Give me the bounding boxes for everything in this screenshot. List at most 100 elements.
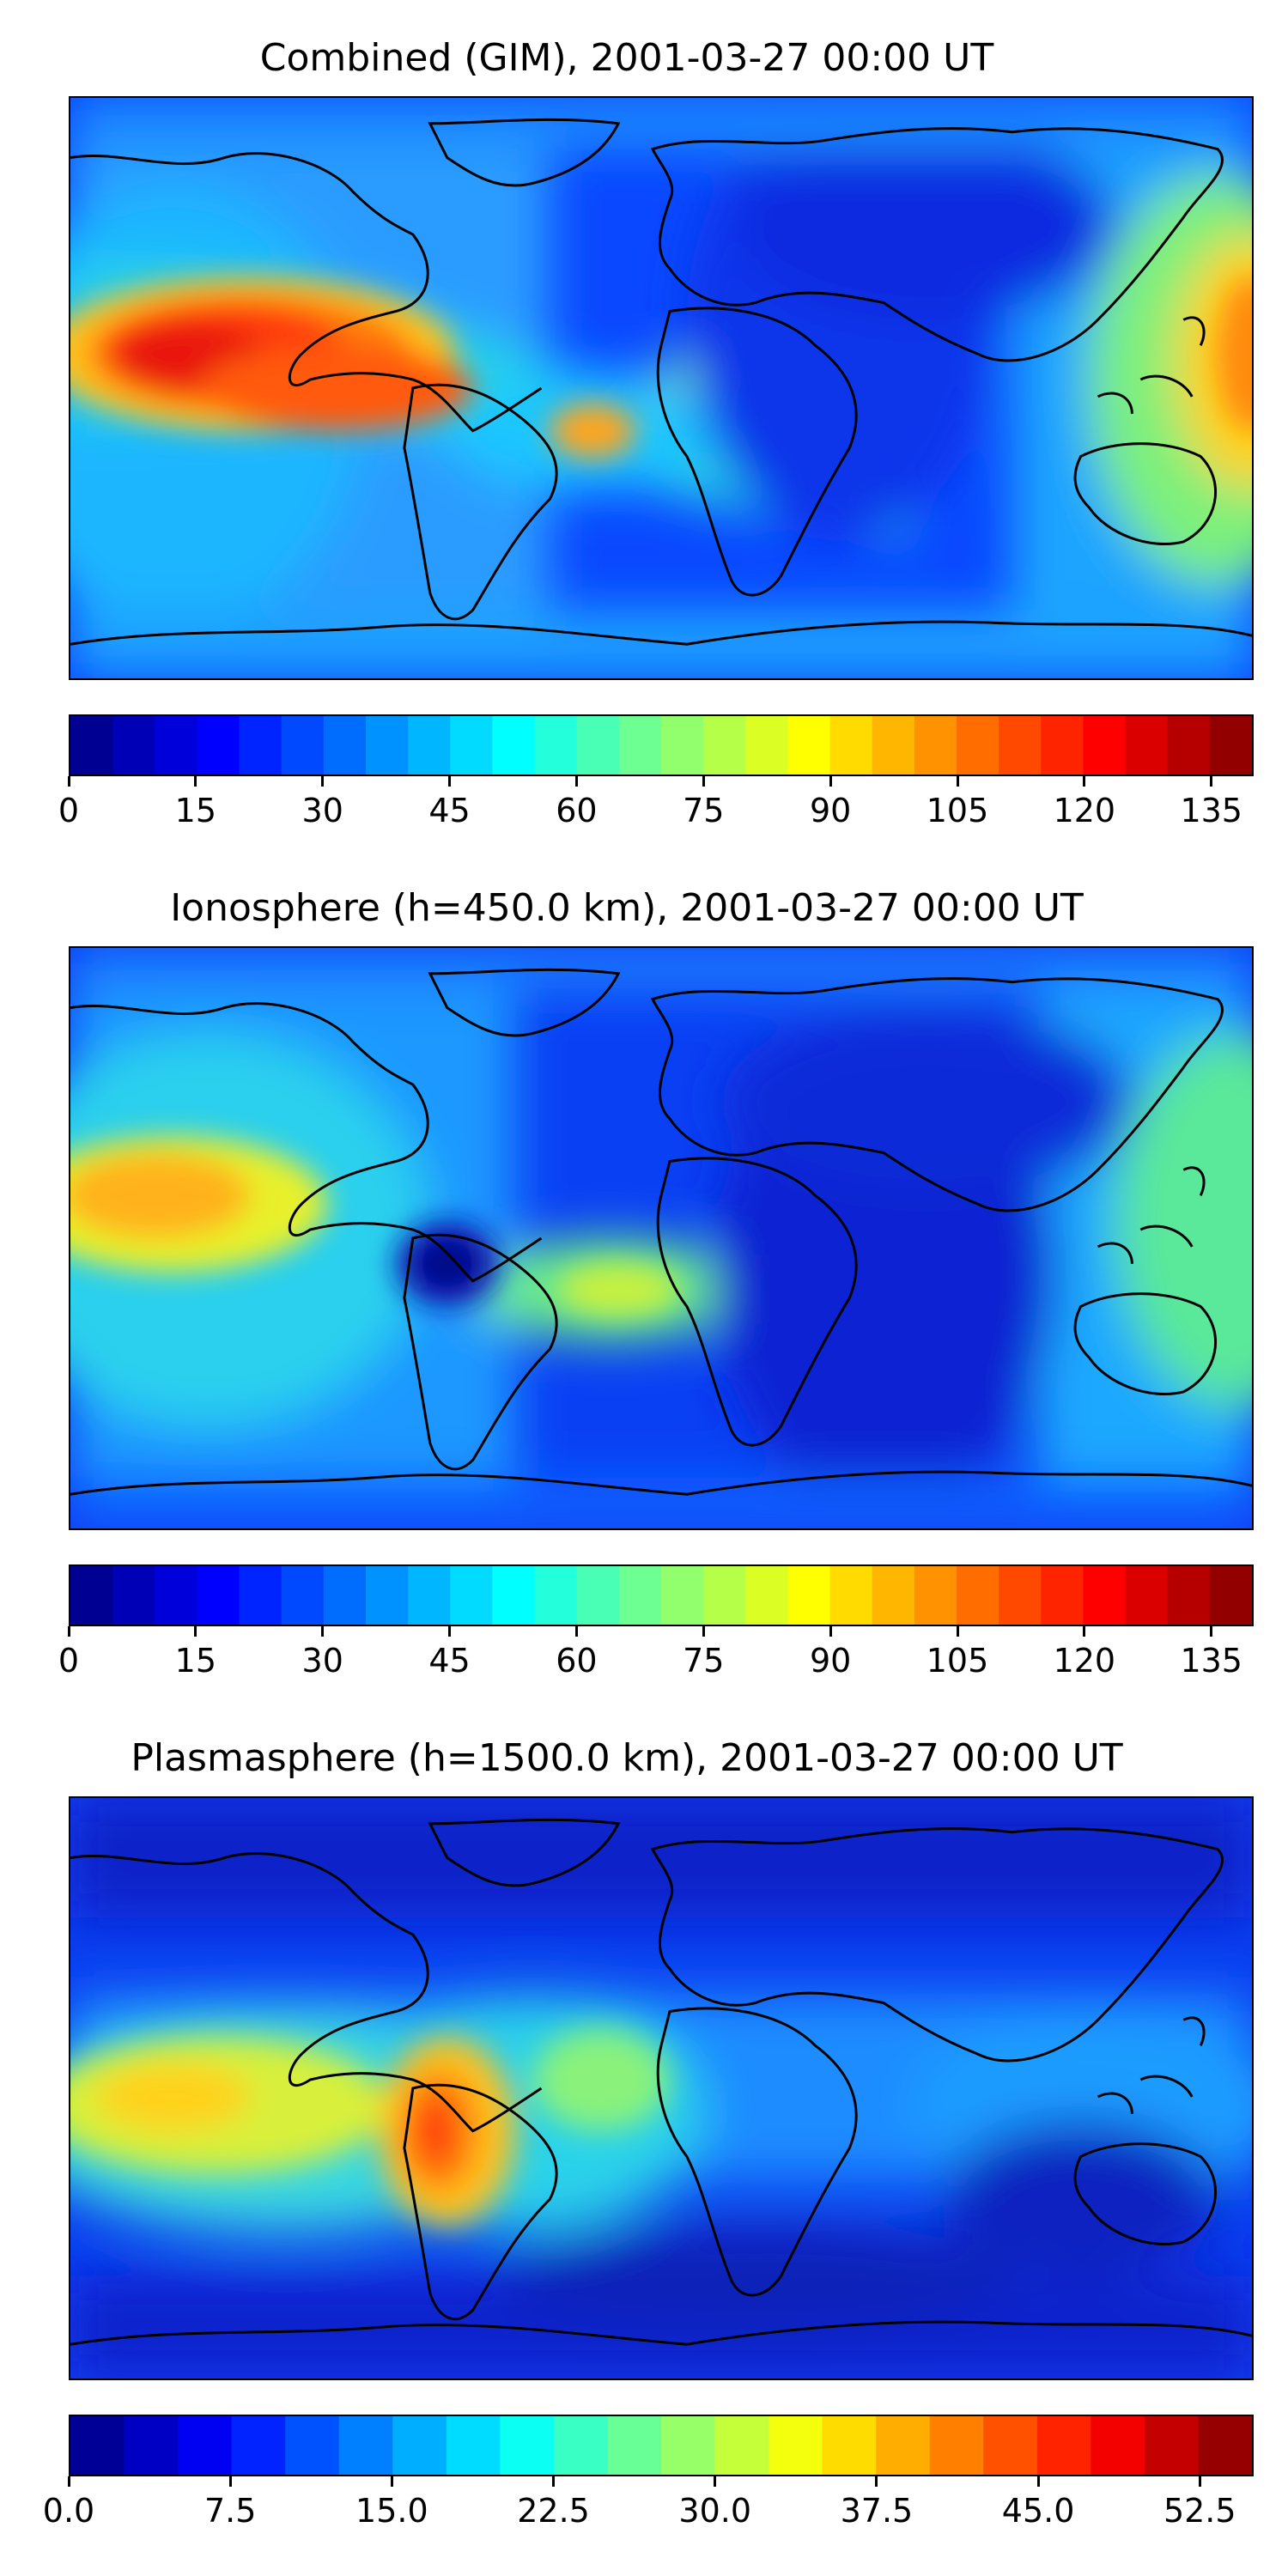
- colorbar-swatch: [70, 1566, 113, 1625]
- colorbar-swatch: [178, 2416, 233, 2475]
- colorbar-swatch: [408, 1566, 451, 1625]
- tick-label: 0: [58, 1642, 80, 1680]
- tick-mark: [390, 2476, 393, 2487]
- tick-label: 37.5: [840, 2492, 914, 2530]
- panel-title: Ionosphere (h=450.0 km), 2001-03-27 00:0…: [170, 886, 1084, 930]
- tick-label: 45: [428, 1642, 471, 1680]
- tick-mark: [956, 776, 959, 787]
- panel-title: Plasmasphere (h=1500.0 km), 2001-03-27 0…: [131, 1736, 1123, 1780]
- tick-mark: [448, 776, 452, 787]
- colorbar-swatch: [408, 716, 451, 775]
- colorbar-swatch: [534, 716, 578, 775]
- tick-label: 15.0: [355, 2492, 428, 2530]
- coastlines: [70, 968, 1252, 1496]
- colorbar-swatch: [366, 716, 409, 775]
- tick-mark: [67, 2476, 70, 2487]
- colorbar-swatch: [661, 716, 704, 775]
- tick-label: 60: [556, 792, 598, 829]
- tick-mark: [1210, 1626, 1213, 1637]
- colorbar-swatch: [239, 716, 283, 775]
- panel-title: Combined (GIM), 2001-03-27 00:00 UT: [259, 36, 994, 80]
- tick-label: 0.0: [42, 2492, 95, 2530]
- colorbar-swatch: [576, 1566, 620, 1625]
- colorbar-swatch: [197, 716, 240, 775]
- tick-label: 120: [1053, 1642, 1116, 1680]
- colorbar-swatch: [70, 2416, 125, 2475]
- colorbar-swatch: [1125, 716, 1169, 775]
- colorbar-swatch: [703, 716, 746, 775]
- tick-mark: [321, 776, 325, 787]
- colorbar: [69, 714, 1254, 776]
- colorbar-gradient: [70, 1566, 1252, 1625]
- colorbar-swatch: [281, 716, 325, 775]
- tick-mark: [228, 2476, 232, 2487]
- tick-label: 45: [428, 792, 471, 829]
- colorbar-swatch: [197, 1566, 240, 1625]
- colorbar-swatch: [661, 2416, 716, 2475]
- colorbar-swatch: [1091, 2416, 1145, 2475]
- tick-mark: [1210, 776, 1213, 787]
- colorbar-swatch: [999, 1566, 1042, 1625]
- tick-label: 30: [301, 1642, 343, 1680]
- colorbar-swatch: [929, 2416, 984, 2475]
- colorbar-swatch: [281, 1566, 325, 1625]
- tick-mark: [67, 776, 70, 787]
- colorbar-swatch: [822, 2416, 877, 2475]
- colorbar-swatch: [769, 2416, 823, 2475]
- tick-mark: [702, 776, 705, 787]
- tick-mark: [714, 2476, 717, 2487]
- tick-label: 90: [809, 1642, 852, 1680]
- colorbar-swatch: [500, 2416, 555, 2475]
- colorbar-swatch: [576, 716, 620, 775]
- colorbar-swatch: [661, 1566, 704, 1625]
- tick-mark: [448, 1626, 452, 1637]
- colorbar-swatch: [957, 1566, 999, 1625]
- colorbar: [69, 2415, 1254, 2476]
- colorbar-swatch: [1041, 1566, 1084, 1625]
- tick-label: 0: [58, 792, 80, 829]
- tick-label: 120: [1053, 792, 1116, 829]
- colorbar: [69, 1564, 1254, 1626]
- colorbar-swatch: [285, 2416, 340, 2475]
- colorbar-swatch: [1083, 1566, 1127, 1625]
- tick-label: 15: [174, 792, 217, 829]
- colorbar-swatch: [1198, 2416, 1252, 2475]
- tick-label: 45.0: [1001, 2492, 1075, 2530]
- colorbar-swatch: [745, 1566, 789, 1625]
- colorbar-swatch: [999, 716, 1042, 775]
- colorbar-swatch: [446, 2416, 501, 2475]
- tick-label: 75: [683, 792, 725, 829]
- tick-mark: [574, 1626, 578, 1637]
- tick-mark: [194, 1626, 197, 1637]
- colorbar-swatch: [492, 1566, 536, 1625]
- tick-mark: [574, 776, 578, 787]
- tick-label: 75: [683, 1642, 725, 1680]
- colorbar-swatch: [1083, 716, 1127, 775]
- tick-label: 22.5: [517, 2492, 590, 2530]
- colorbar-swatch: [618, 1566, 662, 1625]
- colorbar-swatch: [1144, 2416, 1200, 2475]
- colorbar-ticks: 0 15 30 45 60 75 90 105 120 135: [58, 1626, 1254, 1680]
- colorbar-swatch: [957, 716, 999, 775]
- colorbar-swatch: [553, 2416, 609, 2475]
- tec-map-ionosphere: [69, 946, 1254, 1530]
- tec-map-plasmasphere: [69, 1796, 1254, 2380]
- tick-mark: [702, 1626, 705, 1637]
- tick-mark: [829, 1626, 832, 1637]
- colorbar-swatch: [492, 716, 536, 775]
- colorbar-swatch: [450, 1566, 494, 1625]
- colorbar-swatch: [323, 1566, 367, 1625]
- colorbar-swatch: [1125, 1566, 1169, 1625]
- tick-label: 60: [556, 1642, 598, 1680]
- tec-map-combined: [69, 96, 1254, 680]
- tick-mark: [1198, 2476, 1201, 2487]
- tick-label: 135: [1180, 1642, 1242, 1680]
- colorbar-swatch: [1167, 716, 1211, 775]
- tick-mark: [1083, 1626, 1086, 1637]
- tick-label: 135: [1180, 792, 1242, 829]
- colorbar-swatch: [872, 716, 915, 775]
- colorbar-swatch: [1209, 1566, 1252, 1625]
- colorbar-swatch: [338, 2416, 393, 2475]
- coastlines: [70, 1818, 1252, 2346]
- tick-mark: [321, 1626, 325, 1637]
